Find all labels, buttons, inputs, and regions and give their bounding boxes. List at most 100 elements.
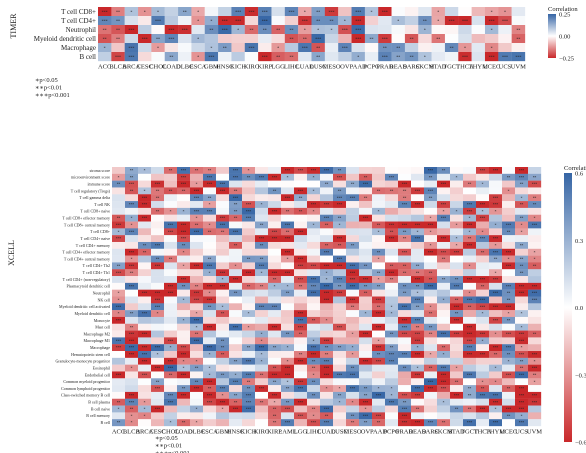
significance-mark: *** bbox=[428, 380, 434, 384]
heatmap-cell bbox=[112, 282, 126, 290]
significance-mark: *** bbox=[493, 196, 499, 200]
significance-mark: *** bbox=[402, 305, 408, 309]
heatmap-cell bbox=[463, 357, 477, 365]
significance-mark: ** bbox=[156, 380, 160, 384]
heatmap-cell bbox=[268, 419, 282, 427]
heatmap-cell bbox=[151, 221, 165, 229]
heatmap-cell bbox=[359, 173, 373, 181]
significance-mark: *** bbox=[324, 264, 330, 268]
significance-mark: ** bbox=[351, 421, 355, 425]
heatmap-cell bbox=[484, 25, 499, 35]
heatmap-cell bbox=[255, 391, 269, 399]
heatmap-cell bbox=[216, 303, 230, 311]
heatmap-cell bbox=[229, 201, 243, 209]
heatmap-cell bbox=[502, 289, 516, 297]
significance-mark: ** bbox=[494, 353, 498, 357]
heatmap-cell bbox=[190, 323, 204, 331]
heatmap-cell bbox=[489, 323, 503, 331]
heatmap-cell bbox=[515, 194, 529, 202]
significance-mark: *** bbox=[181, 169, 187, 173]
heatmap-cell bbox=[431, 43, 446, 53]
heatmap-cell bbox=[138, 282, 152, 290]
row-label: B cell bbox=[101, 420, 111, 425]
heatmap-cell bbox=[112, 330, 126, 338]
column-label: READ bbox=[389, 64, 407, 71]
significance-mark: ** bbox=[260, 285, 264, 289]
column-label: UVM bbox=[527, 429, 542, 436]
significance-mark: *** bbox=[363, 414, 369, 418]
heatmap-cell bbox=[281, 241, 295, 249]
heatmap-cell bbox=[333, 289, 347, 297]
significance-mark: *** bbox=[519, 285, 525, 289]
heatmap-cell bbox=[268, 344, 282, 352]
heatmap-cell bbox=[177, 180, 191, 188]
heatmap-cell bbox=[151, 241, 165, 249]
heatmap-cell bbox=[424, 310, 438, 318]
significance-mark: *** bbox=[181, 230, 187, 234]
significance-mark: ** bbox=[169, 189, 173, 193]
heatmap-cell bbox=[359, 194, 373, 202]
heatmap-cell bbox=[378, 25, 392, 35]
heatmap-cell bbox=[359, 405, 373, 413]
heatmap-cell bbox=[258, 52, 272, 62]
significance-mark: * bbox=[443, 353, 445, 357]
heatmap-cell bbox=[463, 412, 477, 420]
significance-mark: *** bbox=[441, 367, 447, 371]
heatmap-cell bbox=[320, 371, 334, 379]
heatmap-cell bbox=[359, 330, 373, 338]
heatmap-cell bbox=[164, 43, 179, 53]
significance-mark: *** bbox=[389, 360, 395, 364]
heatmap-cell bbox=[231, 7, 245, 17]
heatmap-cell bbox=[164, 391, 178, 399]
significance-mark: *** bbox=[298, 380, 304, 384]
heatmap-cell bbox=[424, 385, 438, 393]
heatmap-cell bbox=[320, 221, 334, 229]
significance-mark: ** bbox=[117, 183, 121, 187]
significance-mark: *** bbox=[272, 326, 278, 330]
heatmap-cell bbox=[411, 419, 425, 427]
significance-mark: * bbox=[197, 54, 199, 59]
significance-mark: *** bbox=[248, 45, 254, 50]
heatmap-cell bbox=[294, 412, 308, 420]
significance-mark: *** bbox=[285, 224, 291, 228]
heatmap-cell bbox=[476, 330, 490, 338]
heatmap-cell bbox=[190, 344, 204, 352]
heatmap-cell bbox=[351, 52, 366, 62]
heatmap-cell bbox=[372, 419, 386, 427]
heatmap-cell bbox=[450, 364, 464, 372]
heatmap-cell bbox=[437, 180, 451, 188]
significance-mark: ** bbox=[325, 224, 329, 228]
heatmap-cell bbox=[359, 187, 373, 195]
heatmap-cell bbox=[284, 16, 299, 26]
significance-mark: ** bbox=[481, 387, 485, 391]
significance-mark: *** bbox=[493, 421, 499, 425]
row-label: B cell bbox=[79, 53, 96, 61]
heatmap-cell bbox=[502, 207, 516, 215]
significance-mark: ** bbox=[455, 299, 459, 303]
heatmap-cell bbox=[242, 391, 256, 399]
significance-mark: *** bbox=[262, 54, 268, 59]
significance-mark: *** bbox=[194, 210, 200, 214]
heatmap-cell bbox=[528, 412, 542, 420]
heatmap-cell bbox=[138, 378, 152, 386]
heatmap-cell bbox=[125, 357, 139, 365]
heatmap-cell bbox=[489, 344, 503, 352]
significance-mark: * bbox=[491, 27, 493, 32]
significance-mark: *** bbox=[337, 374, 343, 378]
heatmap-cell bbox=[489, 276, 503, 284]
heatmap-cell bbox=[404, 43, 419, 53]
heatmap-cell bbox=[216, 269, 230, 277]
heatmap-cell bbox=[216, 282, 230, 290]
heatmap-cell bbox=[502, 412, 516, 420]
heatmap-cell bbox=[320, 316, 334, 324]
heatmap-cell bbox=[437, 316, 451, 324]
heatmap-cell bbox=[151, 357, 165, 365]
heatmap-cell bbox=[320, 405, 334, 413]
heatmap-cell bbox=[307, 248, 321, 256]
row-label: Mast cell bbox=[95, 325, 111, 330]
significance-mark: * bbox=[365, 408, 367, 412]
heatmap-cell bbox=[476, 323, 490, 331]
heatmap-cell bbox=[359, 276, 373, 284]
heatmap-cell bbox=[484, 7, 499, 17]
significance-mark: ** bbox=[130, 189, 134, 193]
